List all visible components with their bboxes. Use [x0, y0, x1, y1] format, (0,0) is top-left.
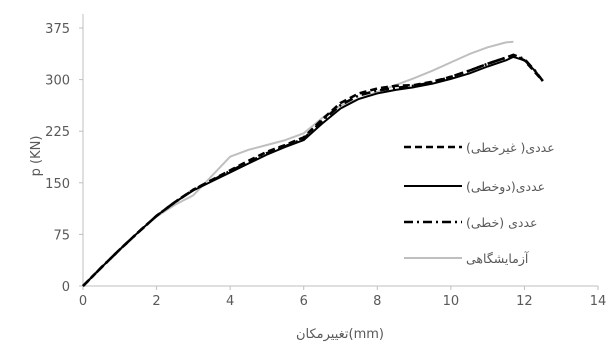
legend: عددی( غیرخطی) عددی(دوخطی) عددی (خطی) آزمایش…: [404, 140, 555, 267]
x-tick-label: 4: [226, 294, 234, 309]
y-tick-label: 150: [45, 177, 70, 192]
x-tick-label: 10: [443, 294, 460, 309]
legend-label-3: آزمایشگاهی: [466, 251, 529, 267]
series-lines: [82, 40, 544, 287]
x-tick-label: 14: [590, 294, 607, 309]
x-tick-label: 12: [516, 294, 533, 309]
series-line-0: [82, 54, 544, 287]
x-axis-label: تغییرمکان(mm): [296, 327, 384, 342]
y-tick-label: 0: [62, 280, 70, 295]
y-tick-label: 300: [45, 74, 70, 89]
x-tick-label: 2: [152, 294, 160, 309]
y-axis-label: p (KN): [29, 136, 44, 177]
y-tick-label: 75: [53, 228, 70, 243]
y-tick-label: 375: [45, 22, 70, 37]
legend-label-1: عددی(دوخطی): [466, 179, 545, 195]
y-tick-label: 225: [45, 125, 70, 140]
x-tick-label: 8: [373, 294, 381, 309]
x-tick-label: 0: [79, 294, 87, 309]
series-line-2: [82, 53, 544, 287]
legend-label-2: عددی (خطی): [466, 215, 538, 230]
axes: 0 2 4 6 8 10 12 14 0 75 150 225 300 375: [45, 14, 606, 309]
x-tick-label: 6: [300, 294, 308, 309]
legend-label-0: عددی( غیرخطی): [466, 140, 555, 156]
